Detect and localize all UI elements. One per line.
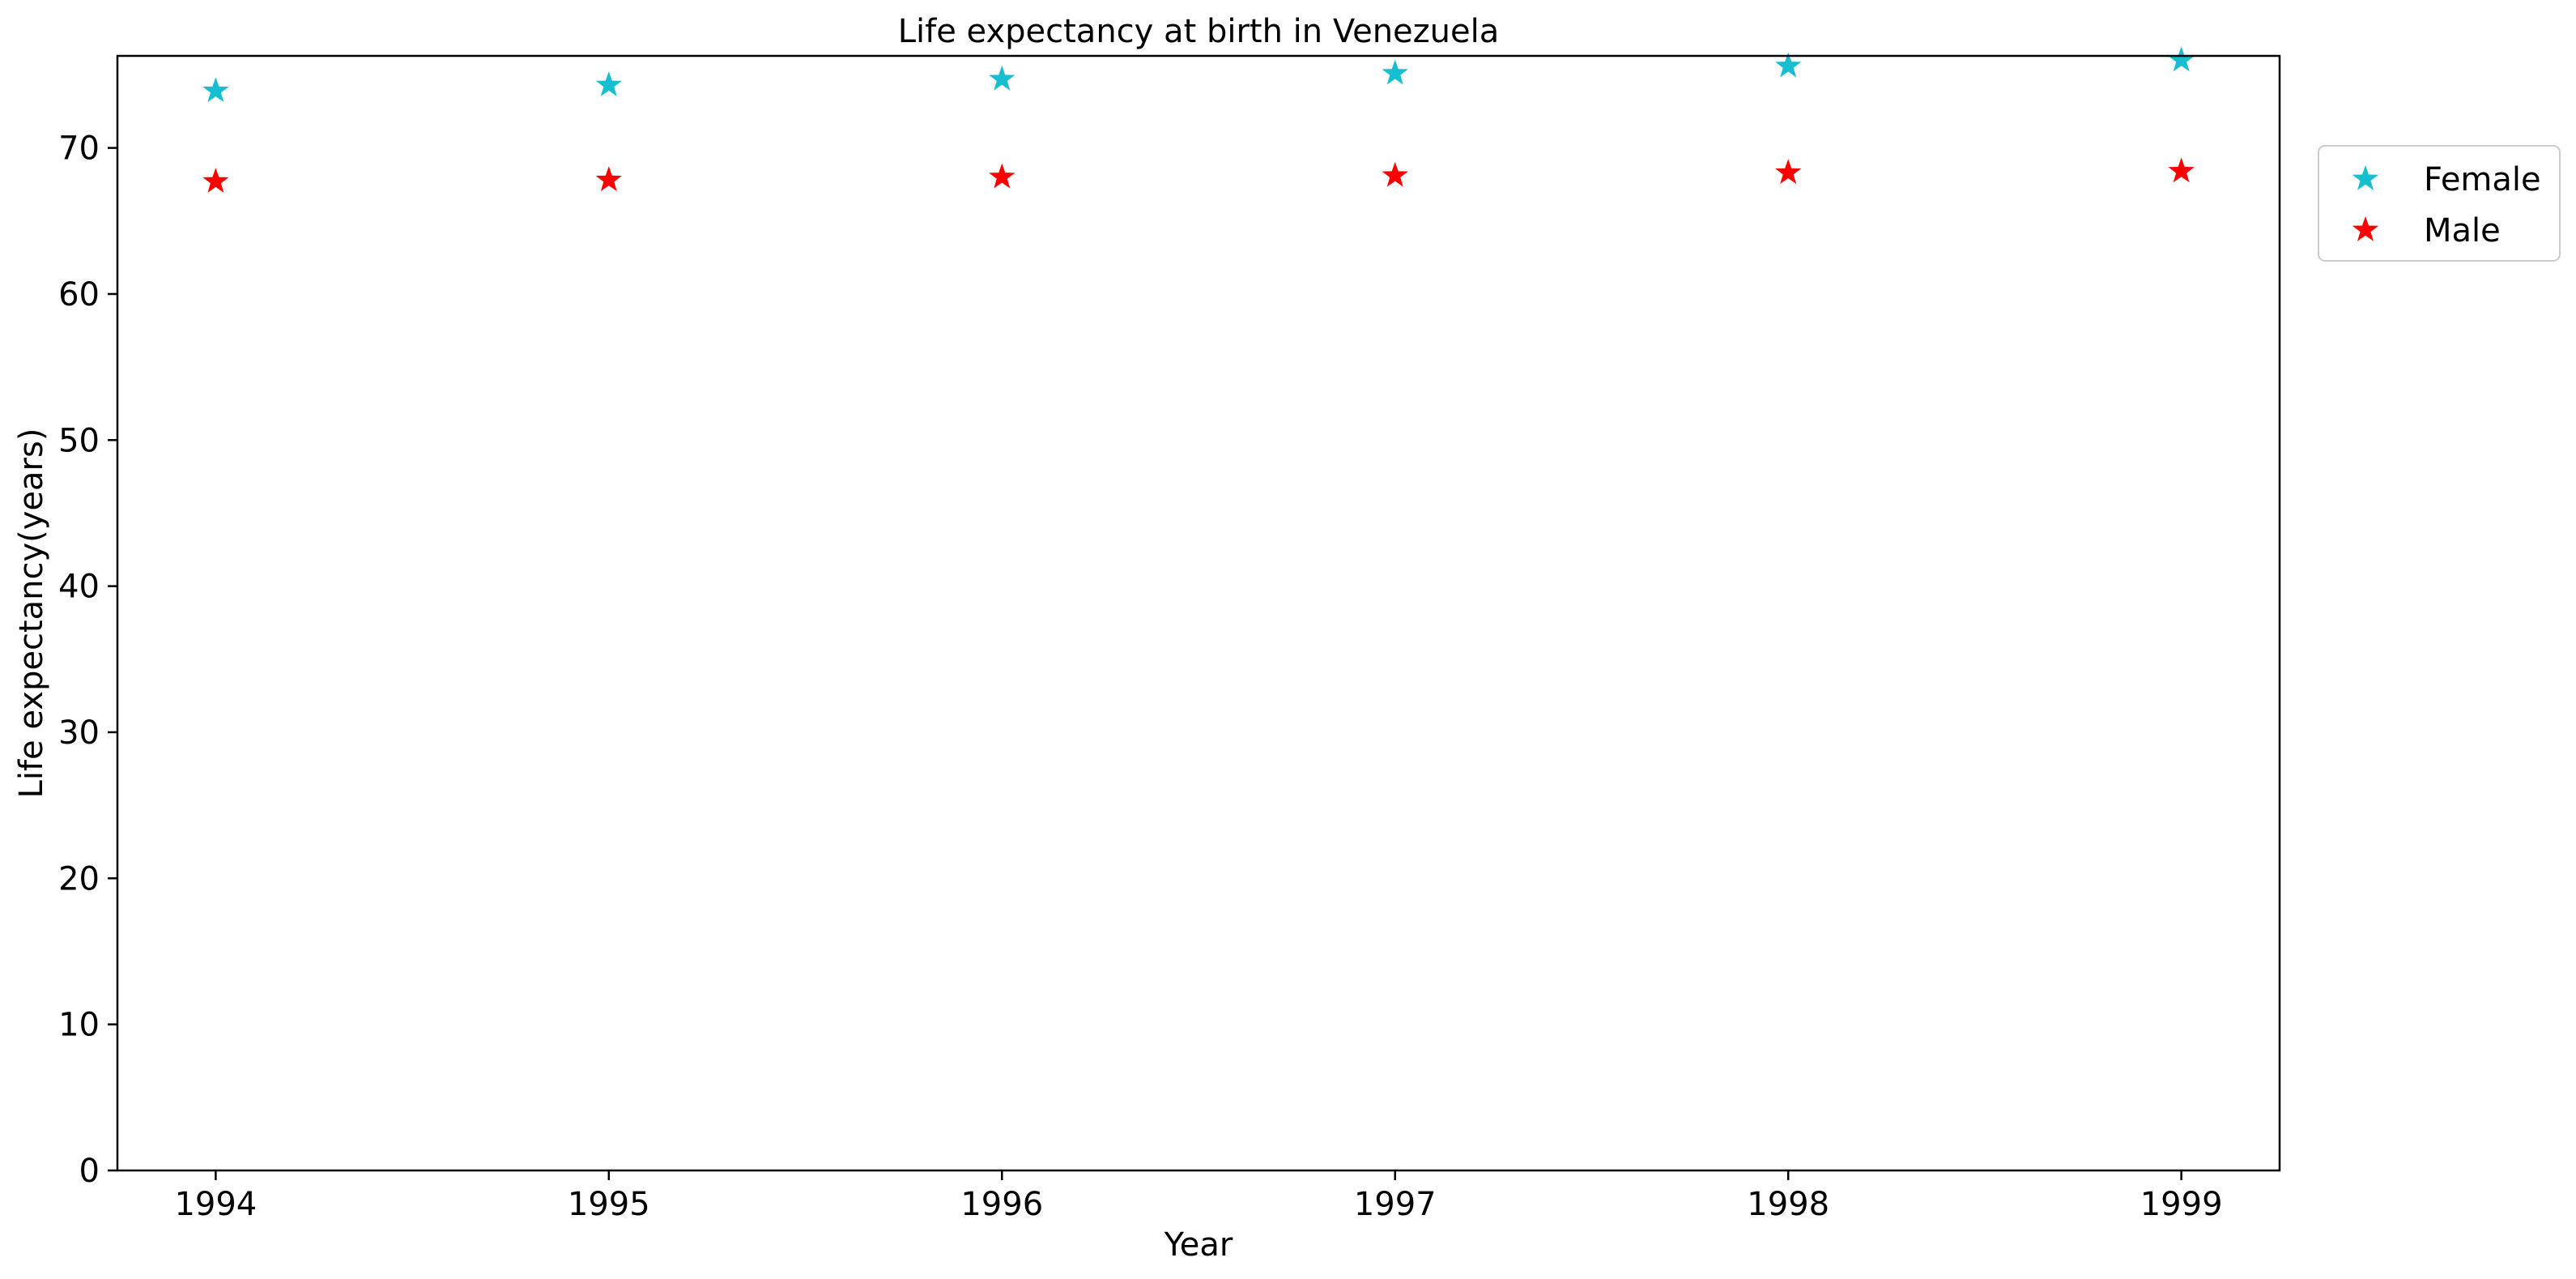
y-tick-label: 10 — [58, 1007, 100, 1044]
y-axis: 0 10 20 30 40 50 60 70 — [58, 130, 117, 1190]
x-axis: 1994 1995 1996 1997 1998 1999 — [174, 1170, 2223, 1223]
data-point-female — [1775, 52, 1802, 78]
y-tick-label: 60 — [58, 276, 100, 313]
y-tick-label: 50 — [58, 422, 100, 459]
data-point-male — [595, 166, 622, 192]
y-tick-label: 0 — [79, 1153, 100, 1190]
x-tick-label: 1998 — [1747, 1186, 1829, 1223]
legend-label-male: Male — [2424, 212, 2501, 249]
y-tick-label: 40 — [58, 569, 100, 606]
y-tick-label: 70 — [58, 130, 100, 168]
x-axis-label: Year — [1164, 1226, 1233, 1264]
legend-box — [2318, 145, 2561, 262]
chart-title: Life expectancy at birth in Venezuela — [898, 13, 1500, 50]
y-tick-label: 30 — [58, 714, 100, 752]
x-tick-label: 1997 — [1354, 1186, 1437, 1223]
x-tick-label: 1996 — [960, 1186, 1043, 1223]
data-point-male — [2168, 157, 2195, 183]
data-point-male — [989, 163, 1015, 189]
x-tick-label: 1994 — [174, 1186, 257, 1223]
data-point-male — [1382, 161, 1408, 187]
legend-marker-female — [2352, 165, 2379, 190]
x-tick-label: 1999 — [2140, 1186, 2223, 1223]
x-tick-label: 1995 — [568, 1186, 650, 1223]
y-axis-label: Life expectancy(years) — [13, 428, 50, 799]
data-point-male — [1775, 159, 1802, 185]
data-point-female — [202, 77, 229, 103]
plot-area — [202, 46, 2195, 193]
data-point-female — [2168, 46, 2195, 72]
plot-frame — [116, 54, 2281, 1172]
legend: Female Male — [2318, 145, 2561, 262]
legend-label-female: Female — [2424, 161, 2541, 198]
legend-marker-male — [2352, 216, 2379, 241]
data-point-male — [202, 168, 229, 193]
data-point-female — [595, 71, 622, 96]
y-tick-label: 20 — [58, 860, 100, 897]
data-point-female — [1382, 59, 1408, 85]
data-point-female — [989, 65, 1015, 91]
